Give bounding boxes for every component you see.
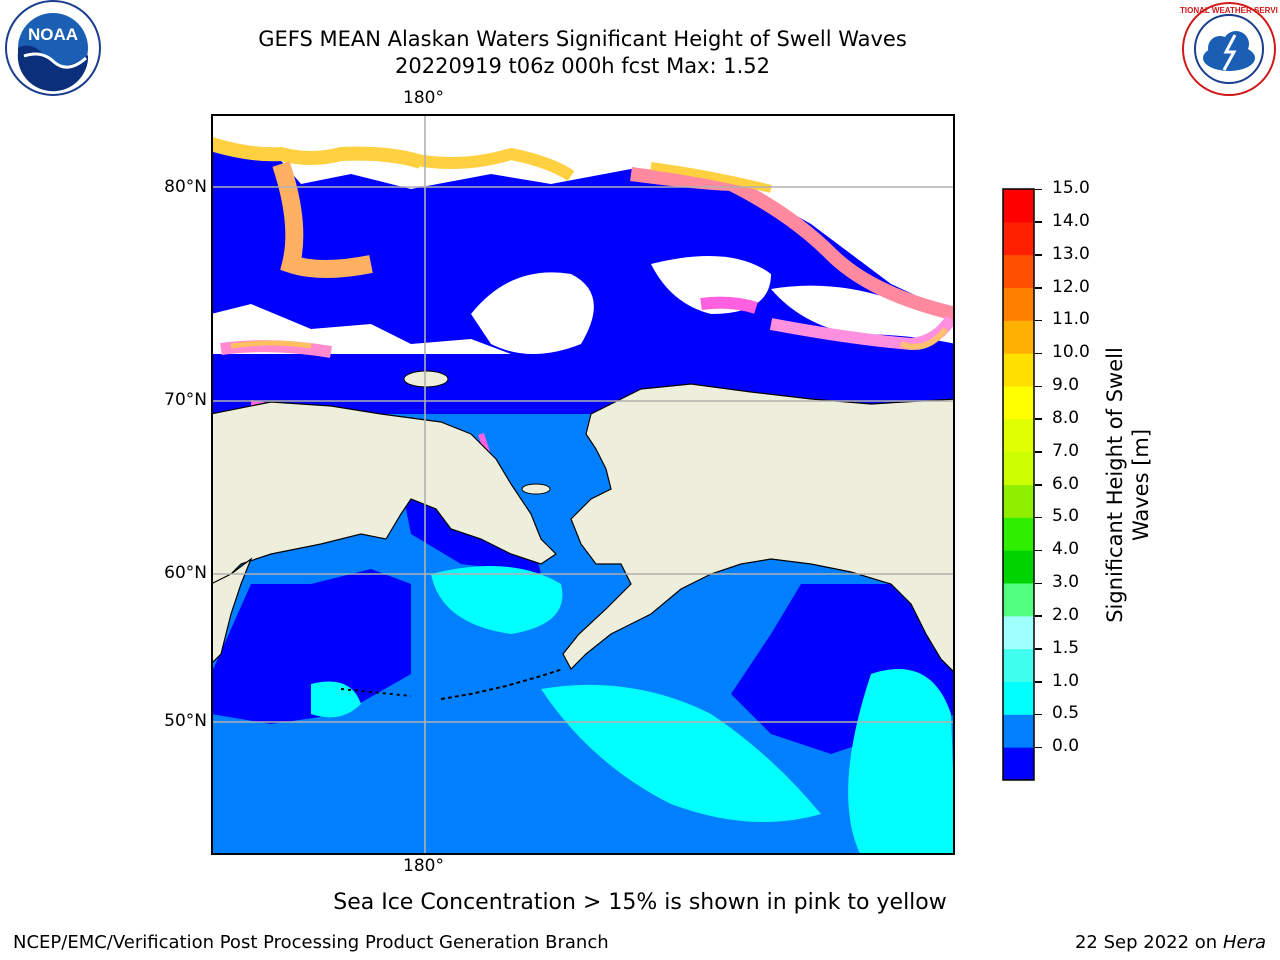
chart-title: GEFS MEAN Alaskan Waters Significant Hei… xyxy=(0,26,1165,80)
colorbar-tick-label: 13.0 xyxy=(1052,243,1090,264)
colorbar-tick-mark xyxy=(1035,418,1042,420)
lat-label-60n: 60°N xyxy=(164,563,207,583)
colorbar-tick-mark xyxy=(1035,484,1042,486)
colorbar-tick-label: 10.0 xyxy=(1052,342,1090,363)
lat-label-80n: 80°N xyxy=(164,177,207,197)
colorbar-tick-mark xyxy=(1035,287,1042,289)
colorbar-tick-label: 8.0 xyxy=(1052,407,1080,428)
colorbar-tick-label: 15.0 xyxy=(1052,178,1090,198)
colorbar-tick-label: 5.0 xyxy=(1052,506,1080,527)
map-frame xyxy=(211,114,955,855)
colorbar-segment xyxy=(1003,353,1034,387)
lon-label-bottom: 180° xyxy=(403,856,444,876)
colorbar-tick-mark xyxy=(1035,648,1042,650)
colorbar-segment xyxy=(1003,583,1034,617)
footer-machine: Hera xyxy=(1222,932,1266,953)
colorbar-segment xyxy=(1003,550,1034,584)
swell-height-map xyxy=(211,114,955,855)
colorbar-tick-label: 2.0 xyxy=(1052,604,1080,625)
land-siberia xyxy=(212,401,557,585)
footer-credit: NCEP/EMC/Verification Post Processing Pr… xyxy=(13,932,609,953)
colorbar-tick-mark xyxy=(1035,549,1042,552)
lon-label-top: 180° xyxy=(403,88,444,108)
colorbar-tick-mark xyxy=(1035,385,1042,387)
colorbar-tick-mark xyxy=(1035,319,1042,322)
colorbar-segment xyxy=(1003,747,1034,781)
colorbar-tick-label: 14.0 xyxy=(1052,210,1090,231)
colorbar-tick-label: 0.5 xyxy=(1052,703,1080,724)
colorbar-tick-mark xyxy=(1035,746,1042,749)
colorbar-tick-label: 6.0 xyxy=(1052,473,1080,494)
graticule xyxy=(212,115,954,854)
colorbar-segment xyxy=(1003,221,1034,256)
colorbar xyxy=(1002,188,1035,781)
colorbar-segment xyxy=(1003,386,1034,420)
colorbar-tick-mark xyxy=(1035,713,1042,716)
colorbar-segment xyxy=(1003,648,1034,682)
title-line-2: 20220919 t06z 000h fcst Max: 1.52 xyxy=(395,54,770,78)
noaa-logo-icon: NOAA xyxy=(5,0,101,96)
title-line-1: GEFS MEAN Alaskan Waters Significant Hei… xyxy=(258,27,907,51)
colorbar-tick-label: 0.0 xyxy=(1052,736,1080,757)
colorbar-tick-label: 1.5 xyxy=(1052,637,1080,658)
wrangel-island xyxy=(403,370,449,388)
colorbar-label-line-2: Waves [m] xyxy=(1129,428,1153,542)
colorbar-segment xyxy=(1003,418,1034,453)
svg-text:NATIONAL WEATHER SERVICE: NATIONAL WEATHER SERVICE xyxy=(1180,6,1278,15)
colorbar-segment xyxy=(1003,517,1034,551)
colorbar-tick-mark xyxy=(1035,582,1042,584)
colorbar-segment xyxy=(1003,254,1034,288)
nws-logo-icon: NATIONAL WEATHER SERVICE xyxy=(1180,2,1278,96)
lat-label-50n: 50°N xyxy=(164,711,207,731)
colorbar-tick-label: 3.0 xyxy=(1052,572,1080,592)
colorbar-tick-mark xyxy=(1035,516,1042,519)
land-alaska xyxy=(562,383,954,673)
colorbar-tick-label: 12.0 xyxy=(1052,276,1090,297)
colorbar-tick-mark xyxy=(1035,681,1042,683)
colorbar-segment xyxy=(1003,189,1034,223)
colorbar-tick-label: 4.0 xyxy=(1052,539,1080,560)
colorbar-tick-label: 9.0 xyxy=(1052,375,1080,395)
colorbar-segment xyxy=(1003,287,1034,321)
colorbar-tick-mark xyxy=(1035,615,1042,617)
colorbar-tick-mark xyxy=(1035,221,1042,223)
aleutian-islands xyxy=(440,668,564,700)
sea-ice-note: Sea Ice Concentration > 15% is shown in … xyxy=(333,890,947,915)
noaa-logo-text: NOAA xyxy=(28,25,78,44)
colorbar-segment xyxy=(1003,681,1034,715)
colorbar-segment xyxy=(1003,320,1034,354)
colorbar-tick-mark xyxy=(1035,188,1042,190)
colorbar-tick-mark xyxy=(1035,352,1042,355)
colorbar-tick-label: 1.0 xyxy=(1052,670,1080,691)
colorbar-tick-mark xyxy=(1035,254,1042,256)
colorbar-tick-label: 7.0 xyxy=(1052,440,1080,461)
colorbar-segment xyxy=(1003,714,1034,748)
sea-ice-region xyxy=(212,115,954,314)
footer-date: 22 Sep 2022 on Hera xyxy=(1075,932,1266,953)
colorbar-tick-label: 11.0 xyxy=(1052,309,1090,330)
colorbar-tick-mark xyxy=(1035,451,1042,453)
colorbar-segment xyxy=(1003,484,1034,518)
colorbar-segment xyxy=(1003,451,1034,485)
lat-label-70n: 70°N xyxy=(164,390,207,410)
footer-date-text: 22 Sep 2022 on xyxy=(1074,932,1218,953)
colorbar-segment xyxy=(1003,615,1034,650)
colorbar-label-line-1: Significant Height of Swell xyxy=(1103,347,1127,623)
